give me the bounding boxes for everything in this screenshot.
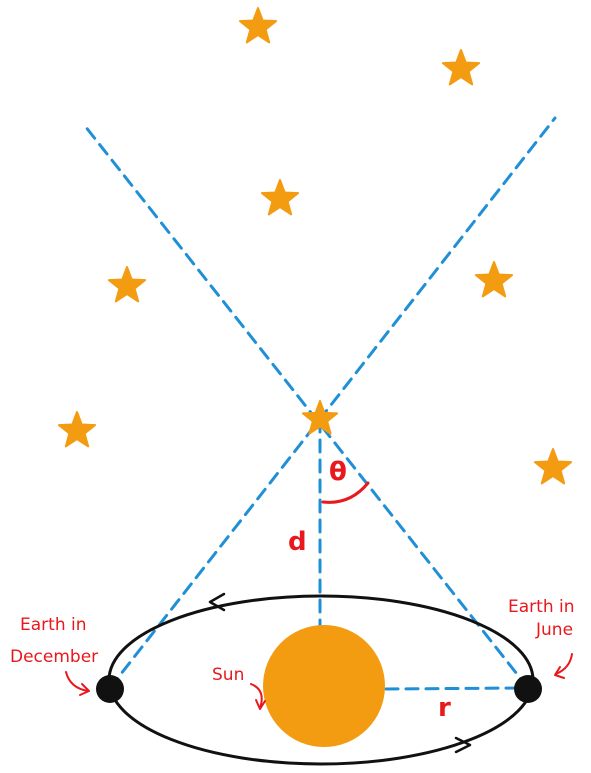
background-star xyxy=(107,266,147,303)
earth-june-label-line2: June xyxy=(535,620,573,640)
near-star-icon xyxy=(301,400,339,435)
sight-line-from-december xyxy=(108,116,557,690)
december-pointer xyxy=(65,671,89,692)
background-star xyxy=(533,448,573,485)
background-stars xyxy=(57,7,573,485)
sight-lines xyxy=(83,116,557,691)
december-pointer-head xyxy=(79,683,90,696)
earth-december xyxy=(96,675,124,703)
background-star xyxy=(260,179,300,216)
earth-december-label-line2: December xyxy=(10,647,98,667)
sun-label: Sun xyxy=(212,665,244,685)
june-pointer-head xyxy=(554,666,565,679)
orbit-direction-arrow-bottom xyxy=(454,736,472,754)
distance-label: d xyxy=(288,527,307,557)
sun-pointer xyxy=(250,683,263,709)
orbit-direction-arrow-top xyxy=(208,592,226,612)
earth-december-label-line1: Earth in xyxy=(20,615,87,635)
background-star xyxy=(57,411,97,448)
annotation-arrows xyxy=(65,653,573,710)
near-star xyxy=(301,400,339,435)
parallax-angle-arc xyxy=(321,481,370,504)
background-star xyxy=(474,261,514,298)
sun-pointer-head xyxy=(255,699,266,710)
sun xyxy=(263,625,385,747)
background-star xyxy=(441,49,481,86)
sight-line-from-june xyxy=(83,124,530,690)
background-star xyxy=(238,7,278,44)
june-pointer xyxy=(555,653,573,675)
radius-line xyxy=(384,686,524,691)
radius-label: r xyxy=(438,693,451,723)
parallax-angle-label: θ xyxy=(329,457,347,487)
earth-june xyxy=(514,675,542,703)
earth-june-label-line1: Earth in xyxy=(508,597,575,617)
